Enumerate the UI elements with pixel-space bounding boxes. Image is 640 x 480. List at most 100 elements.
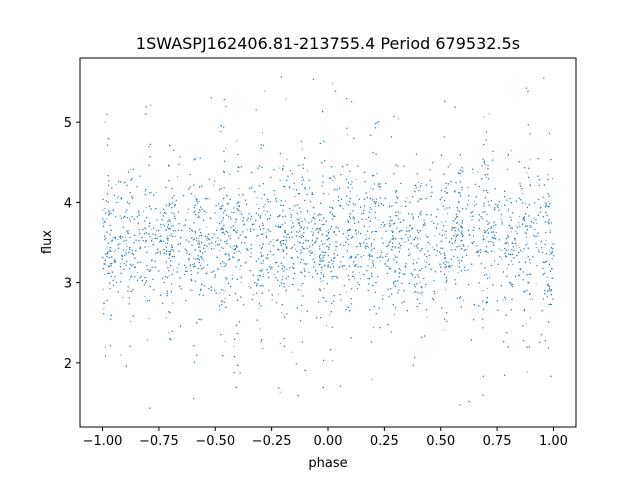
data-point [368,283,370,285]
data-point [463,300,465,302]
data-point [320,258,322,260]
data-point [203,259,205,262]
data-point [432,246,434,248]
data-point [435,243,438,246]
data-point [261,268,264,270]
data-point [544,221,546,223]
data-point [208,198,210,200]
data-point [172,269,174,271]
data-point [529,159,531,161]
data-point [294,273,296,275]
data-point [417,200,419,202]
data-point [108,210,110,212]
data-point [332,215,334,217]
data-point [548,132,551,134]
data-point [331,326,333,328]
data-point [398,118,400,120]
data-point [259,328,261,330]
data-point [285,98,287,100]
data-point [170,233,172,235]
data-point [223,301,225,303]
data-point [282,276,284,278]
data-point [193,257,195,259]
data-point [379,188,381,190]
data-point [507,236,509,238]
data-point [504,252,506,254]
data-point [394,313,396,316]
data-point [370,232,372,234]
data-point [346,134,349,136]
data-point [146,339,148,341]
data-point [217,203,219,205]
data-point [124,215,126,217]
data-point [265,257,267,259]
data-point [261,284,263,287]
data-point [529,225,531,227]
data-point [363,209,365,211]
data-point [526,289,528,292]
data-point [286,236,288,238]
data-point [487,223,489,225]
data-point [522,193,524,195]
data-point [283,265,285,267]
data-point [303,268,305,270]
data-point [291,246,293,248]
data-point [419,238,422,240]
data-point [322,254,324,257]
data-point [195,258,197,260]
data-point [264,204,266,206]
data-point [382,298,384,300]
data-point [155,191,157,194]
data-point [265,213,267,215]
data-point [127,232,129,234]
data-point [352,275,355,278]
data-point [258,308,260,310]
data-point [527,243,529,245]
data-point [489,276,491,278]
data-point [363,254,365,256]
data-point [147,264,149,266]
data-point [375,267,377,269]
data-point [148,146,150,148]
data-point [534,228,536,231]
data-point [236,140,238,142]
data-point [363,273,365,276]
data-point [302,167,304,169]
data-point [547,283,549,285]
data-point [172,302,174,304]
data-point [110,318,112,320]
data-point [158,270,160,272]
data-point [419,250,421,252]
data-point [275,262,277,264]
data-point [456,207,458,209]
data-point [351,187,353,189]
data-point [294,195,296,198]
data-point [165,317,167,319]
data-point [244,242,246,244]
data-point [174,236,176,238]
data-point [256,203,258,205]
data-point [544,290,546,292]
data-points [102,76,555,409]
data-point [203,210,205,212]
data-point [398,243,400,245]
data-point [260,270,263,272]
data-point [546,276,548,278]
data-point [376,198,378,200]
data-point [336,254,339,256]
data-point [487,174,489,176]
data-point [383,225,385,227]
data-point [528,273,530,275]
data-point [432,162,434,164]
data-point [118,195,120,197]
data-point [360,233,362,235]
data-point [536,265,538,267]
data-point [187,208,189,210]
data-point [106,246,108,248]
data-point [358,272,360,274]
data-point [355,264,357,266]
data-point [328,246,330,248]
data-point [496,300,498,302]
data-point [266,218,269,220]
data-point [482,289,484,292]
